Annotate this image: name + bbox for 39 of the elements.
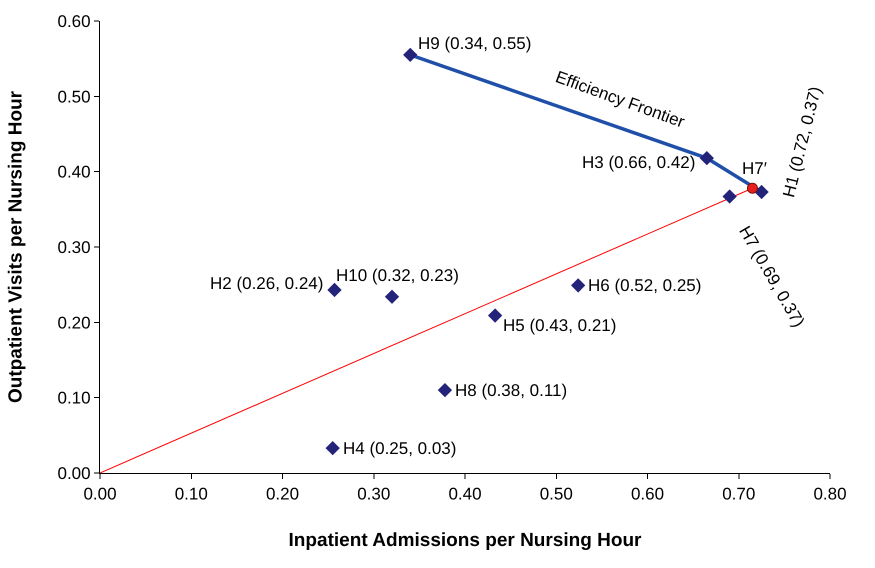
annotation: H4 (0.25, 0.03) (343, 439, 456, 458)
y-tick-label: 0.00 (58, 464, 91, 483)
point (722, 189, 737, 204)
x-tick-label: 0.70 (722, 484, 756, 504)
annotation: H6 (0.52, 0.25) (588, 276, 702, 295)
annotation: H10 (0.32, 0.23) (336, 266, 459, 285)
y-tick-label: 0.20 (58, 313, 91, 332)
x-tick-label: 0.00 (83, 484, 117, 504)
point (327, 282, 342, 298)
x-tick-label: 0.60 (630, 484, 664, 504)
x-tick-label: 0.50 (540, 484, 573, 504)
annotation: H2 (0.26, 0.24) (210, 274, 324, 293)
y-tick-label: 0.40 (58, 162, 91, 182)
y-tick-label: 0.50 (58, 87, 91, 106)
annotation: H3 (0.66, 0.42) (582, 153, 696, 172)
point (746, 182, 758, 194)
y-tick-label: 0.30 (58, 238, 91, 257)
point (438, 382, 452, 398)
annotation: H5 (0.43, 0.21) (503, 316, 616, 335)
annotation: H9 (0.34, 0.55) (418, 34, 532, 53)
point (384, 290, 400, 304)
x-tick-label: 0.30 (357, 484, 390, 504)
point (700, 150, 714, 166)
y-tick-label: 0.10 (58, 388, 91, 408)
point (403, 48, 418, 62)
x-tick-label: 0.10 (174, 484, 208, 504)
x-tick-label: 0.40 (448, 484, 482, 504)
x-axis-title: Inpatient Admissions per Nursing Hour (288, 530, 642, 552)
point (488, 308, 502, 323)
point (571, 278, 586, 293)
y-axis-title: Outpatient Visits per Nursing Hour (5, 90, 26, 404)
y-tick-label: 0.60 (58, 12, 91, 31)
annotation: H1 (0.72, 0.37) (779, 84, 826, 200)
point (754, 184, 769, 200)
x-tick-label: 0.20 (266, 484, 300, 504)
annotation: H8 (0.38, 0.11) (455, 381, 568, 400)
x-tick-label: 0.80 (813, 484, 847, 504)
point (326, 440, 340, 456)
annotation: H7′ (742, 159, 767, 178)
